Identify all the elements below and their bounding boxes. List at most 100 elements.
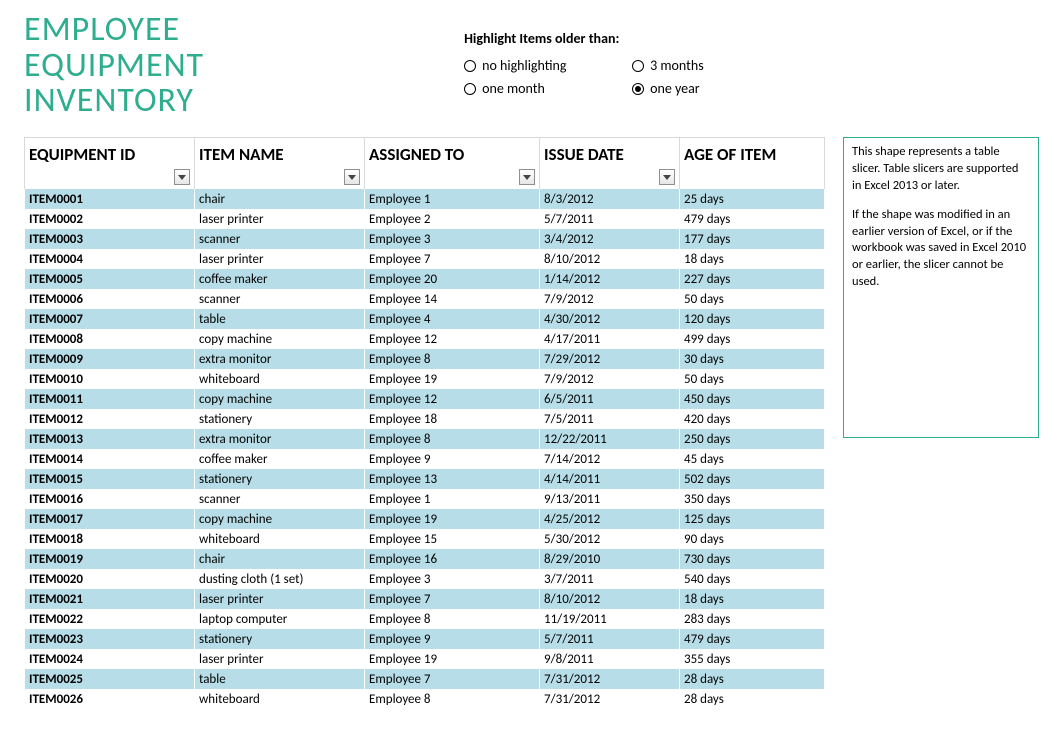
table-cell: ITEM0025 — [25, 669, 195, 689]
column-header-label: ITEM NAME — [199, 144, 284, 165]
table-cell: laser printer — [195, 249, 365, 269]
table-cell: Employee 20 — [365, 269, 540, 289]
table-cell: 355 days — [680, 649, 825, 669]
table-cell: 50 days — [680, 369, 825, 389]
table-row[interactable]: ITEM0004laser printerEmployee 78/10/2012… — [25, 249, 825, 269]
table-cell: 50 days — [680, 289, 825, 309]
table-cell: Employee 15 — [365, 529, 540, 549]
filter-dropdown-icon[interactable] — [659, 169, 675, 185]
radio-icon[interactable] — [464, 60, 476, 72]
table-row[interactable]: ITEM0020dusting cloth (1 set)Employee 33… — [25, 569, 825, 589]
table-row[interactable]: ITEM0024laser printerEmployee 199/8/2011… — [25, 649, 825, 669]
highlight-option[interactable]: one month — [464, 80, 624, 97]
table-cell: copy machine — [195, 509, 365, 529]
table-cell: Employee 3 — [365, 229, 540, 249]
table-row[interactable]: ITEM0016scannerEmployee 19/13/2011350 da… — [25, 489, 825, 509]
filter-dropdown-icon[interactable] — [519, 169, 535, 185]
table-cell: Employee 8 — [365, 689, 540, 709]
table-cell: dusting cloth (1 set) — [195, 569, 365, 589]
table-cell: 7/5/2011 — [540, 409, 680, 429]
table-row[interactable]: ITEM0005coffee makerEmployee 201/14/2012… — [25, 269, 825, 289]
table-row[interactable]: ITEM0011copy machineEmployee 126/5/20114… — [25, 389, 825, 409]
table-row[interactable]: ITEM0013extra monitorEmployee 812/22/201… — [25, 429, 825, 449]
table-cell: 4/14/2011 — [540, 469, 680, 489]
table-row[interactable]: ITEM0003scannerEmployee 33/4/2012177 day… — [25, 229, 825, 249]
table-cell: Employee 19 — [365, 369, 540, 389]
table-cell: 7/14/2012 — [540, 449, 680, 469]
highlight-option-label: no highlighting — [482, 57, 566, 74]
radio-icon[interactable] — [632, 60, 644, 72]
table-row[interactable]: ITEM0010whiteboardEmployee 197/9/201250 … — [25, 369, 825, 389]
radio-icon[interactable] — [464, 83, 476, 95]
table-cell: ITEM0014 — [25, 449, 195, 469]
table-row[interactable]: ITEM0014coffee makerEmployee 97/14/20124… — [25, 449, 825, 469]
radio-icon[interactable] — [632, 83, 644, 95]
table-cell: 28 days — [680, 669, 825, 689]
table-cell: 479 days — [680, 209, 825, 229]
table-cell: ITEM0007 — [25, 309, 195, 329]
table-cell: Employee 19 — [365, 649, 540, 669]
table-cell: 9/8/2011 — [540, 649, 680, 669]
table-cell: Employee 12 — [365, 389, 540, 409]
column-header: AGE OF ITEM — [680, 138, 825, 190]
table-row[interactable]: ITEM0022laptop computerEmployee 811/19/2… — [25, 609, 825, 629]
table-cell: 11/19/2011 — [540, 609, 680, 629]
table-row[interactable]: ITEM0017copy machineEmployee 194/25/2012… — [25, 509, 825, 529]
table-row[interactable]: ITEM0021laser printerEmployee 78/10/2012… — [25, 589, 825, 609]
table-cell: laptop computer — [195, 609, 365, 629]
table-cell: ITEM0004 — [25, 249, 195, 269]
highlight-option[interactable]: one year — [632, 80, 752, 97]
slicer-text-2: If the shape was modified in an earlier … — [852, 207, 1030, 291]
table-row[interactable]: ITEM0001chairEmployee 18/3/201225 days — [25, 189, 825, 209]
table-cell: ITEM0018 — [25, 529, 195, 549]
table-cell: 5/7/2011 — [540, 629, 680, 649]
highlight-option[interactable]: no highlighting — [464, 57, 624, 74]
table-cell: stationery — [195, 629, 365, 649]
table-row[interactable]: ITEM0025tableEmployee 77/31/201228 days — [25, 669, 825, 689]
table-cell: scanner — [195, 489, 365, 509]
table-row[interactable]: ITEM0018whiteboardEmployee 155/30/201290… — [25, 529, 825, 549]
table-cell: Employee 9 — [365, 629, 540, 649]
filter-dropdown-icon[interactable] — [174, 169, 190, 185]
table-row[interactable]: ITEM0026whiteboardEmployee 87/31/201228 … — [25, 689, 825, 709]
filter-dropdown-icon[interactable] — [344, 169, 360, 185]
table-row[interactable]: ITEM0006scannerEmployee 147/9/201250 day… — [25, 289, 825, 309]
table-row[interactable]: ITEM0007tableEmployee 44/30/2012120 days — [25, 309, 825, 329]
table-body: ITEM0001chairEmployee 18/3/201225 daysIT… — [25, 189, 825, 709]
table-cell: 90 days — [680, 529, 825, 549]
table-cell: stationery — [195, 409, 365, 429]
table-cell: 30 days — [680, 349, 825, 369]
table-cell: table — [195, 309, 365, 329]
table-cell: ITEM0012 — [25, 409, 195, 429]
table-cell: 7/9/2012 — [540, 289, 680, 309]
table-cell: ITEM0015 — [25, 469, 195, 489]
table-cell: 177 days — [680, 229, 825, 249]
table-cell: ITEM0016 — [25, 489, 195, 509]
table-cell: 18 days — [680, 589, 825, 609]
table-row[interactable]: ITEM0019chairEmployee 168/29/2010730 day… — [25, 549, 825, 569]
table-cell: 8/3/2012 — [540, 189, 680, 209]
table-cell: ITEM0021 — [25, 589, 195, 609]
table-cell: ITEM0023 — [25, 629, 195, 649]
table-row[interactable]: ITEM0023stationeryEmployee 95/7/2011479 … — [25, 629, 825, 649]
table-row[interactable]: ITEM0002laser printerEmployee 25/7/20114… — [25, 209, 825, 229]
highlight-option[interactable]: 3 months — [632, 57, 752, 74]
content-row: EQUIPMENT IDITEM NAMEASSIGNED TOISSUE DA… — [24, 137, 1039, 709]
table-row[interactable]: ITEM0015stationeryEmployee 134/14/201150… — [25, 469, 825, 489]
highlight-panel: Highlight Items older than: no highlight… — [464, 30, 752, 97]
table-cell: 450 days — [680, 389, 825, 409]
table-row[interactable]: ITEM0009extra monitorEmployee 87/29/2012… — [25, 349, 825, 369]
table-row[interactable]: ITEM0008copy machineEmployee 124/17/2011… — [25, 329, 825, 349]
table-row[interactable]: ITEM0012stationeryEmployee 187/5/2011420… — [25, 409, 825, 429]
table-cell: 4/25/2012 — [540, 509, 680, 529]
table-cell: 540 days — [680, 569, 825, 589]
table-cell: 730 days — [680, 549, 825, 569]
table-cell: copy machine — [195, 329, 365, 349]
table-cell: Employee 7 — [365, 249, 540, 269]
table-cell: 18 days — [680, 249, 825, 269]
table-cell: ITEM0013 — [25, 429, 195, 449]
table-cell: 499 days — [680, 329, 825, 349]
table-cell: 479 days — [680, 629, 825, 649]
table-cell: laser printer — [195, 649, 365, 669]
table-cell: Employee 8 — [365, 609, 540, 629]
